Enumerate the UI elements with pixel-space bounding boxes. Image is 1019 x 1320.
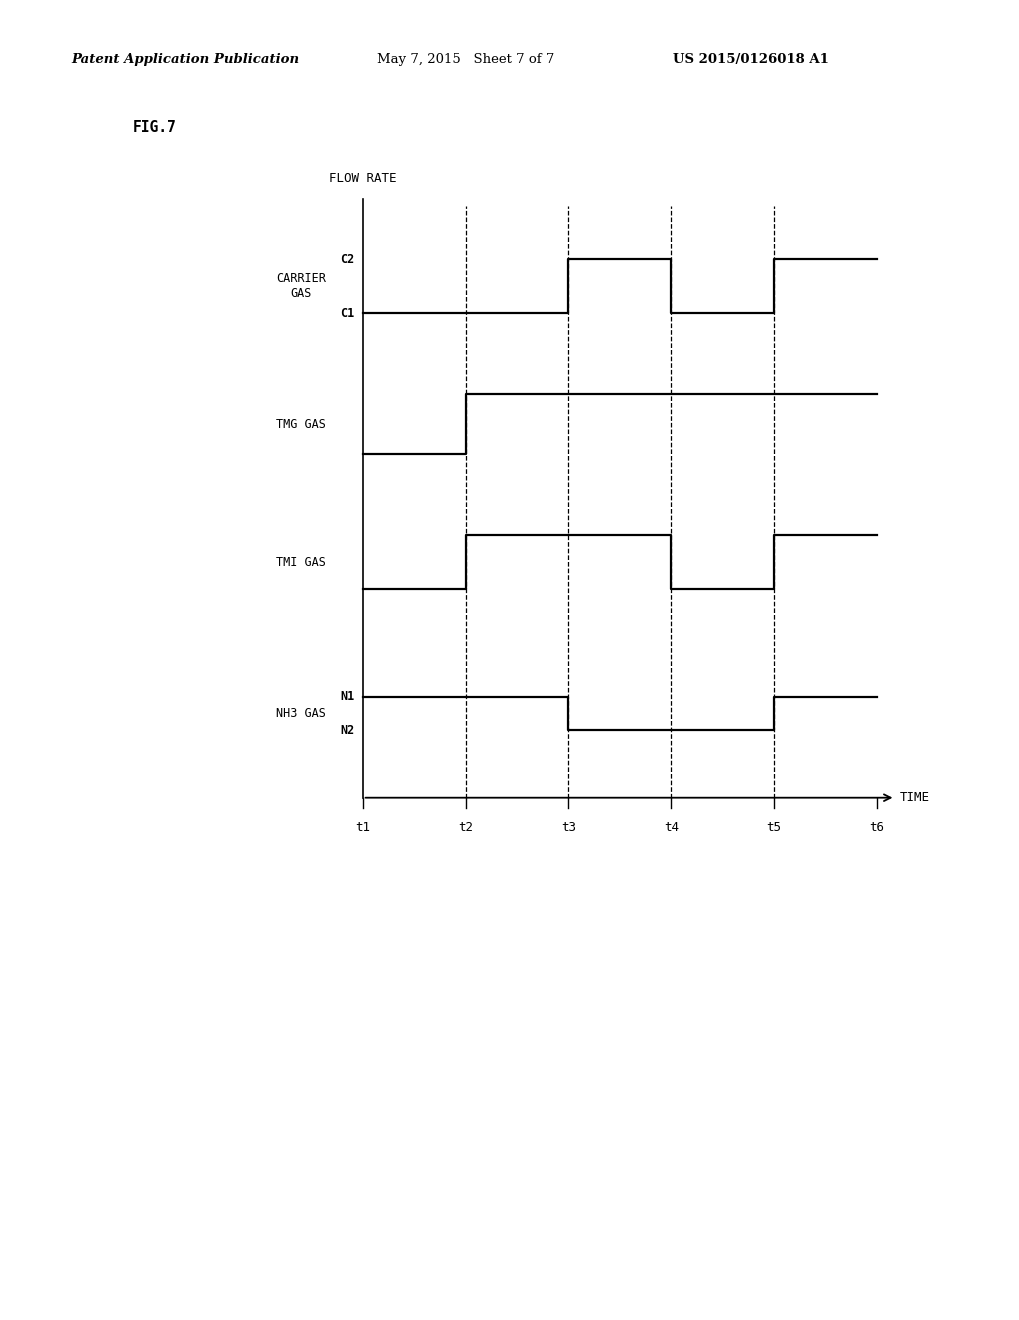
Text: TMG GAS: TMG GAS: [276, 417, 326, 430]
Text: CARRIER
GAS: CARRIER GAS: [276, 272, 326, 300]
Text: FLOW RATE: FLOW RATE: [329, 173, 396, 185]
Text: t2: t2: [458, 821, 473, 834]
Text: Patent Application Publication: Patent Application Publication: [71, 53, 300, 66]
Text: TIME: TIME: [899, 791, 928, 804]
Text: May 7, 2015   Sheet 7 of 7: May 7, 2015 Sheet 7 of 7: [377, 53, 554, 66]
Text: NH3 GAS: NH3 GAS: [276, 708, 326, 721]
Text: US 2015/0126018 A1: US 2015/0126018 A1: [673, 53, 828, 66]
Text: t5: t5: [766, 821, 781, 834]
Text: N2: N2: [340, 723, 355, 737]
Text: N1: N1: [340, 690, 355, 704]
Text: TMI GAS: TMI GAS: [276, 556, 326, 569]
Text: t3: t3: [560, 821, 576, 834]
Text: C1: C1: [340, 306, 355, 319]
Text: t1: t1: [355, 821, 370, 834]
Text: t6: t6: [868, 821, 883, 834]
Text: t4: t4: [663, 821, 678, 834]
Text: FIG.7: FIG.7: [132, 120, 176, 135]
Text: C2: C2: [340, 253, 355, 265]
